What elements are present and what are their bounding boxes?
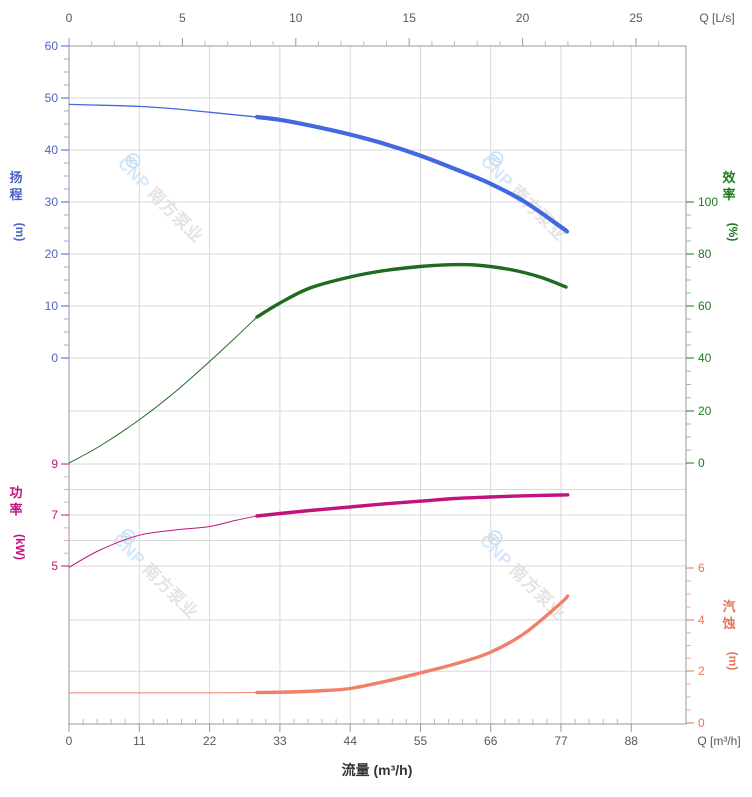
- svg-text:7: 7: [51, 508, 58, 522]
- svg-text:44: 44: [344, 734, 358, 748]
- svg-text:0: 0: [66, 11, 73, 25]
- svg-text:(kW): (kW): [13, 534, 27, 560]
- svg-text:33: 33: [273, 734, 287, 748]
- svg-text:(m): (m): [726, 652, 740, 671]
- svg-text:40: 40: [45, 143, 59, 157]
- svg-text:5: 5: [51, 559, 58, 573]
- svg-text:10: 10: [289, 11, 303, 25]
- svg-text:程: 程: [9, 187, 22, 202]
- svg-text:Q [m³/h]: Q [m³/h]: [697, 734, 740, 748]
- svg-text:60: 60: [698, 299, 712, 313]
- svg-text:汽: 汽: [722, 599, 735, 614]
- svg-text:效: 效: [722, 170, 736, 185]
- svg-text:88: 88: [625, 734, 639, 748]
- svg-text:20: 20: [516, 11, 530, 25]
- svg-text:0: 0: [66, 734, 73, 748]
- svg-text:0: 0: [698, 716, 705, 730]
- svg-text:22: 22: [203, 734, 217, 748]
- svg-text:55: 55: [414, 734, 428, 748]
- svg-text:2: 2: [698, 664, 705, 678]
- svg-text:11: 11: [133, 734, 146, 748]
- svg-text:25: 25: [629, 11, 643, 25]
- svg-text:10: 10: [45, 299, 59, 313]
- svg-text:100: 100: [698, 195, 718, 209]
- svg-text:Q [L/s]: Q [L/s]: [699, 11, 734, 25]
- svg-text:9: 9: [51, 457, 58, 471]
- svg-text:蚀: 蚀: [721, 616, 735, 631]
- svg-text:(m): (m): [13, 223, 27, 242]
- svg-text:0: 0: [698, 456, 705, 470]
- svg-text:4: 4: [698, 613, 705, 627]
- svg-text:(%): (%): [726, 223, 740, 242]
- svg-text:20: 20: [698, 404, 712, 418]
- svg-text:率: 率: [722, 187, 735, 202]
- svg-text:6: 6: [698, 561, 705, 575]
- svg-text:80: 80: [698, 247, 712, 261]
- svg-text:0: 0: [51, 351, 58, 365]
- svg-text:40: 40: [698, 351, 712, 365]
- svg-text:5: 5: [179, 11, 186, 25]
- svg-text:15: 15: [403, 11, 417, 25]
- svg-text:功: 功: [9, 485, 22, 500]
- svg-text:扬: 扬: [9, 170, 22, 185]
- svg-text:50: 50: [45, 91, 59, 105]
- svg-text:20: 20: [45, 247, 59, 261]
- svg-text:60: 60: [45, 39, 59, 53]
- svg-text:率: 率: [9, 502, 22, 517]
- svg-text:66: 66: [484, 734, 498, 748]
- svg-text:30: 30: [45, 195, 59, 209]
- svg-text:流量 (m³/h): 流量 (m³/h): [342, 762, 413, 778]
- svg-text:77: 77: [554, 734, 568, 748]
